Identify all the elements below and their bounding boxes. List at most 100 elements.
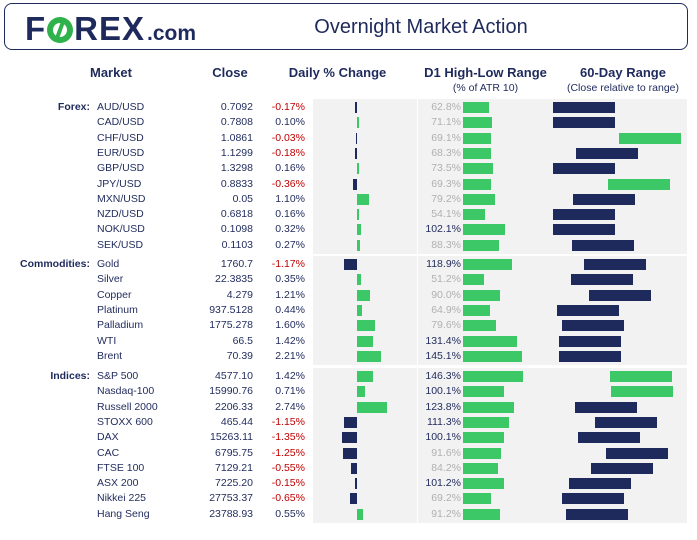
- market-name: CAD/USD: [97, 116, 145, 129]
- sixty-day-bar: [561, 320, 624, 332]
- sixty-day-bar: [575, 401, 637, 413]
- range-bar: [463, 132, 492, 144]
- close-value: 66.5: [232, 334, 253, 347]
- close-value: 0.05: [232, 192, 253, 205]
- sixty-day-bar: [583, 259, 646, 270]
- range-value: 123.8%: [425, 400, 461, 413]
- close-value: 27753.37: [209, 492, 253, 505]
- change-value: -1.35%: [271, 431, 305, 444]
- range-bar: [463, 320, 496, 332]
- sixty-day-bar: [568, 478, 631, 490]
- close-value: 6795.75: [215, 446, 253, 459]
- change-value: -1.15%: [271, 415, 305, 428]
- close-value: 0.1103: [221, 238, 253, 251]
- range-bar: [463, 478, 505, 490]
- close-value: 15263.11: [209, 431, 253, 444]
- sixty-day-bar: [572, 239, 635, 251]
- range-bar: [463, 163, 494, 175]
- sixty-day-bar: [591, 462, 654, 474]
- daily-panel: [313, 368, 417, 523]
- change-value: -0.18%: [271, 146, 305, 159]
- market-name: AUD/USD: [97, 101, 145, 113]
- range-bar: [463, 462, 498, 474]
- daily-change-bar: [343, 447, 357, 459]
- change-value: 0.27%: [275, 238, 305, 251]
- daily-change-bar: [342, 432, 357, 444]
- close-value: 0.1098: [220, 223, 253, 236]
- range-bar: [463, 178, 492, 190]
- range-bar: [463, 493, 492, 505]
- daily-panel: [313, 256, 417, 366]
- range-value: 102.1%: [425, 223, 461, 236]
- market-name: JPY/USD: [97, 177, 142, 190]
- range-value: 111.3%: [426, 415, 461, 428]
- range-bar: [463, 209, 486, 221]
- market-name: Platinum: [97, 303, 138, 316]
- header-banner: F REX .com Overnight Market Action: [4, 3, 688, 50]
- range-bar: [463, 371, 523, 382]
- market-name: Gold: [97, 258, 120, 270]
- range-bar: [463, 239, 500, 251]
- range-value: 69.2%: [431, 492, 461, 505]
- range-bar: [463, 224, 505, 236]
- range-value: 62.8%: [431, 101, 461, 113]
- daily-change-bar: [357, 274, 361, 286]
- close-value: 1.0861: [220, 131, 253, 144]
- range-bar: [463, 401, 514, 413]
- market-name: EUR/USD: [97, 146, 145, 159]
- sixty-day-bar: [572, 193, 635, 205]
- range-value: 68.3%: [431, 146, 461, 159]
- change-value: -1.17%: [271, 258, 305, 270]
- daily-panel: [313, 99, 417, 254]
- daily-change-bar: [357, 224, 361, 236]
- range-value: 118.9%: [426, 258, 461, 270]
- change-value: -0.55%: [271, 461, 305, 474]
- sixty-day-bar: [558, 335, 621, 347]
- market-name: FTSE 100: [97, 461, 145, 474]
- sixty-day-bar: [553, 102, 615, 113]
- range-value: 100.1%: [425, 385, 461, 398]
- market-name: ASX 200: [97, 477, 139, 490]
- close-value: 1.3298: [220, 162, 253, 175]
- close-value: 23788.93: [209, 507, 253, 520]
- range-bar: [463, 432, 505, 444]
- change-value: 0.16%: [275, 208, 305, 221]
- change-value: -0.65%: [271, 492, 305, 505]
- range-value: 69.1%: [431, 131, 461, 144]
- market-name: NOK/USD: [97, 223, 145, 236]
- market-name: WTI: [97, 334, 117, 347]
- range-bar: [463, 416, 509, 428]
- group-label: Forex:: [57, 101, 90, 113]
- range-value: 54.1%: [431, 208, 461, 221]
- daily-change-bar: [357, 193, 370, 205]
- range-bar: [463, 274, 484, 286]
- market-name: S&P 500: [97, 370, 139, 382]
- close-value: 0.8833: [220, 177, 253, 190]
- sixty-day-bar: [608, 178, 671, 190]
- daily-change-bar: [357, 508, 364, 520]
- range-value: 51.2%: [431, 273, 461, 286]
- range-value: 91.6%: [431, 446, 461, 459]
- col-daily-change: Daily % Change: [288, 65, 387, 80]
- range-bar: [463, 117, 493, 129]
- market-name: DAX: [97, 431, 119, 444]
- sixty-day-bar: [553, 209, 615, 221]
- change-value: 0.55%: [275, 507, 305, 520]
- sixty-day-bar: [609, 371, 672, 382]
- change-value: 0.16%: [275, 162, 305, 175]
- range-value: 91.2%: [431, 507, 461, 520]
- close-value: 2206.33: [215, 400, 253, 413]
- change-value: 1.60%: [275, 319, 305, 332]
- change-value: 0.10%: [275, 116, 305, 129]
- close-value: 1775.278: [209, 319, 253, 332]
- range-bar: [463, 508, 501, 520]
- daily-change-bar: [357, 163, 359, 175]
- daily-change-bar: [350, 462, 357, 474]
- market-name: SEK/USD: [97, 238, 144, 251]
- col-sixty: 60-Day Range: [580, 65, 666, 80]
- range-bar: [463, 350, 523, 362]
- close-value: 465.44: [220, 415, 253, 428]
- daily-change-bar: [357, 350, 382, 362]
- sixty-day-bar: [558, 350, 621, 362]
- range-bar: [463, 447, 501, 459]
